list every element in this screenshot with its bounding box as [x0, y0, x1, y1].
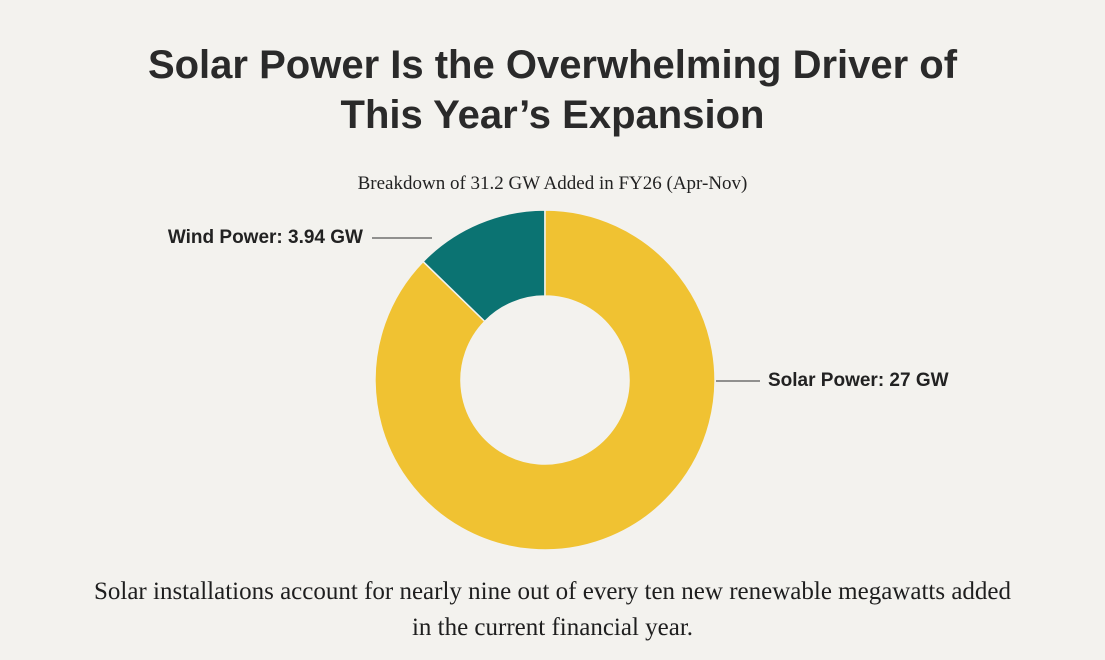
- data-label: Solar Power: 27 GW: [768, 370, 949, 391]
- footnote: Solar installations account for nearly n…: [93, 578, 1012, 641]
- chart-title: Solar Power Is the Overwhelming Driver o…: [147, 43, 958, 137]
- data-label: Wind Power: 3.94 GW: [168, 227, 363, 248]
- chart: Wind Power: 3.94 GW Solar Power: 27 GW: [168, 209, 949, 551]
- chart-subtitle: Breakdown of 31.2 GW Added in FY26 (Apr-…: [357, 173, 748, 194]
- donut-slice: [374, 209, 716, 551]
